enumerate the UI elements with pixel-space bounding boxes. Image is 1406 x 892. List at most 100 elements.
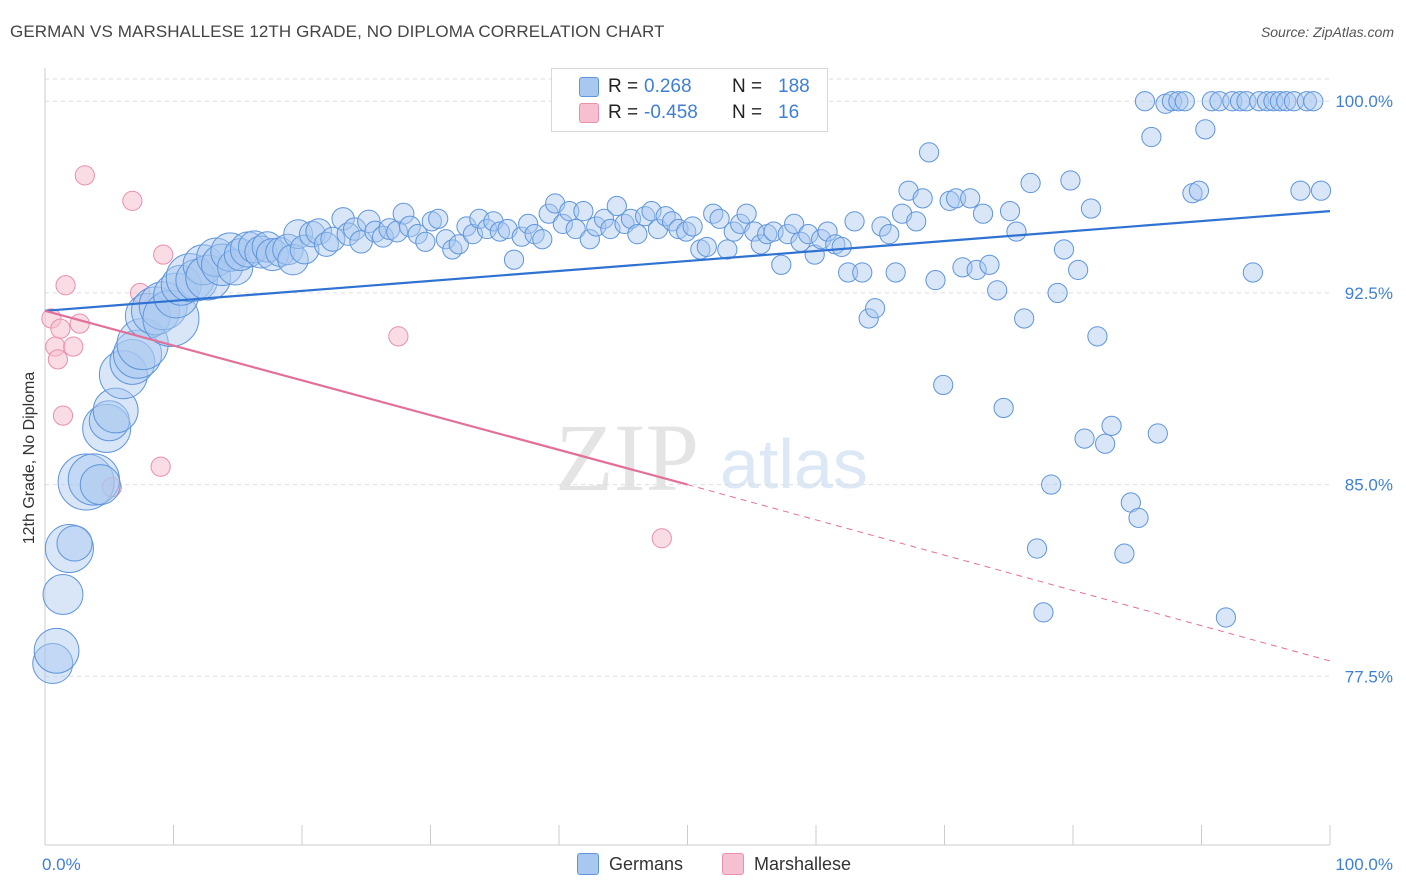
marshallese-point (69, 313, 90, 334)
german-point (1249, 91, 1270, 112)
german-point (407, 224, 428, 245)
watermark-zip: ZIP (555, 404, 699, 511)
marshallese-point (651, 528, 672, 549)
german-point (979, 254, 1000, 275)
german-point (777, 224, 798, 245)
german-point (1310, 180, 1332, 201)
german-point (885, 262, 906, 283)
marshallese-trend-extension (687, 484, 1331, 662)
german-point (1128, 507, 1149, 528)
marshallese-point (122, 190, 143, 212)
german-point (251, 231, 284, 263)
german-point (960, 188, 981, 209)
german-point (415, 231, 436, 252)
german-point (933, 374, 954, 396)
german-point (784, 213, 805, 235)
german-point (1026, 538, 1048, 559)
german-point (320, 226, 346, 252)
marshallese-trend-line (44, 309, 688, 486)
source-label: Source: ZipAtlas.com (1260, 24, 1394, 40)
german-point (1101, 415, 1122, 436)
german-point (559, 201, 580, 222)
german-point (305, 218, 333, 245)
german-point (88, 400, 130, 442)
german-point (511, 226, 532, 247)
legend-label-germans: Germans (609, 853, 684, 874)
y-tick-label: 100.0% (1335, 92, 1393, 111)
german-point (871, 216, 892, 237)
n-label: N = (732, 76, 763, 97)
german-point (532, 229, 553, 250)
german-point (972, 203, 994, 224)
german-point (32, 643, 74, 685)
german-point (1095, 433, 1116, 454)
german-point (342, 217, 367, 241)
marshallese-point (55, 275, 76, 296)
german-point (185, 254, 232, 301)
marshallese-point (150, 456, 171, 477)
german-point (386, 220, 408, 243)
german-point (435, 229, 457, 250)
german-point (1134, 91, 1156, 112)
german-point (44, 524, 94, 574)
german-point (696, 236, 717, 258)
german-point (1068, 259, 1089, 281)
marshallese-point (63, 336, 84, 357)
german-point (392, 202, 415, 225)
legend-item-germans[interactable]: Germans (577, 850, 683, 878)
trend-lines (44, 210, 1331, 662)
german-point (82, 403, 132, 453)
german-point (98, 350, 148, 400)
german-point (277, 243, 309, 276)
r-label: R = (608, 76, 639, 97)
marshallese-swatch (579, 103, 599, 123)
legend-item-marshallese[interactable]: Marshallese (722, 850, 851, 878)
german-point (852, 262, 873, 283)
german-point (771, 254, 792, 275)
marshallese-point (74, 165, 95, 186)
germans-r-value: 0.268 (644, 76, 692, 97)
axes (44, 68, 1331, 846)
german-point (1087, 326, 1108, 347)
german-point (298, 220, 326, 248)
german-point (283, 219, 314, 250)
german-point (1215, 607, 1237, 628)
germans-legend-swatch (577, 853, 599, 875)
german-point (912, 188, 933, 209)
german-point (1188, 180, 1210, 201)
n-label: N = (732, 102, 763, 123)
german-point (1174, 91, 1195, 112)
germans-points (32, 91, 1332, 685)
watermark-atlas: atlas (720, 425, 868, 503)
german-point (92, 387, 139, 434)
german-point (1033, 602, 1054, 623)
german-point (399, 215, 421, 238)
german-point (858, 308, 879, 329)
german-point (1020, 172, 1041, 194)
german-point (966, 259, 987, 281)
marshallese-point (388, 326, 409, 347)
german-point (1114, 543, 1135, 564)
german-point (160, 264, 202, 306)
german-point (552, 213, 573, 235)
stats-legend: R = 0.268 N = 188 R = -0.458 N = 16 (551, 68, 828, 132)
german-point (1041, 474, 1062, 495)
german-point (844, 211, 865, 232)
stats-legend-row-marshallese: R = -0.458 N = 16 (552, 100, 827, 126)
german-point (182, 244, 224, 286)
german-point (1296, 91, 1317, 112)
y-tick-label: 77.5% (1345, 667, 1393, 686)
tick-labels: 77.5% 85.0% 92.5% 100.0% 0.0% 100.0% (42, 92, 1393, 874)
german-point (579, 229, 600, 250)
german-point (113, 329, 163, 379)
german-point (244, 235, 278, 269)
x-tick-label: 0.0% (42, 855, 81, 874)
german-point (210, 232, 250, 272)
german-point (717, 239, 738, 260)
german-point (1014, 308, 1035, 329)
german-point (945, 188, 967, 209)
german-point (538, 203, 559, 224)
german-point (565, 218, 586, 240)
stats-legend-row-germans: R = 0.268 N = 188 (552, 74, 827, 100)
german-point (918, 142, 940, 163)
